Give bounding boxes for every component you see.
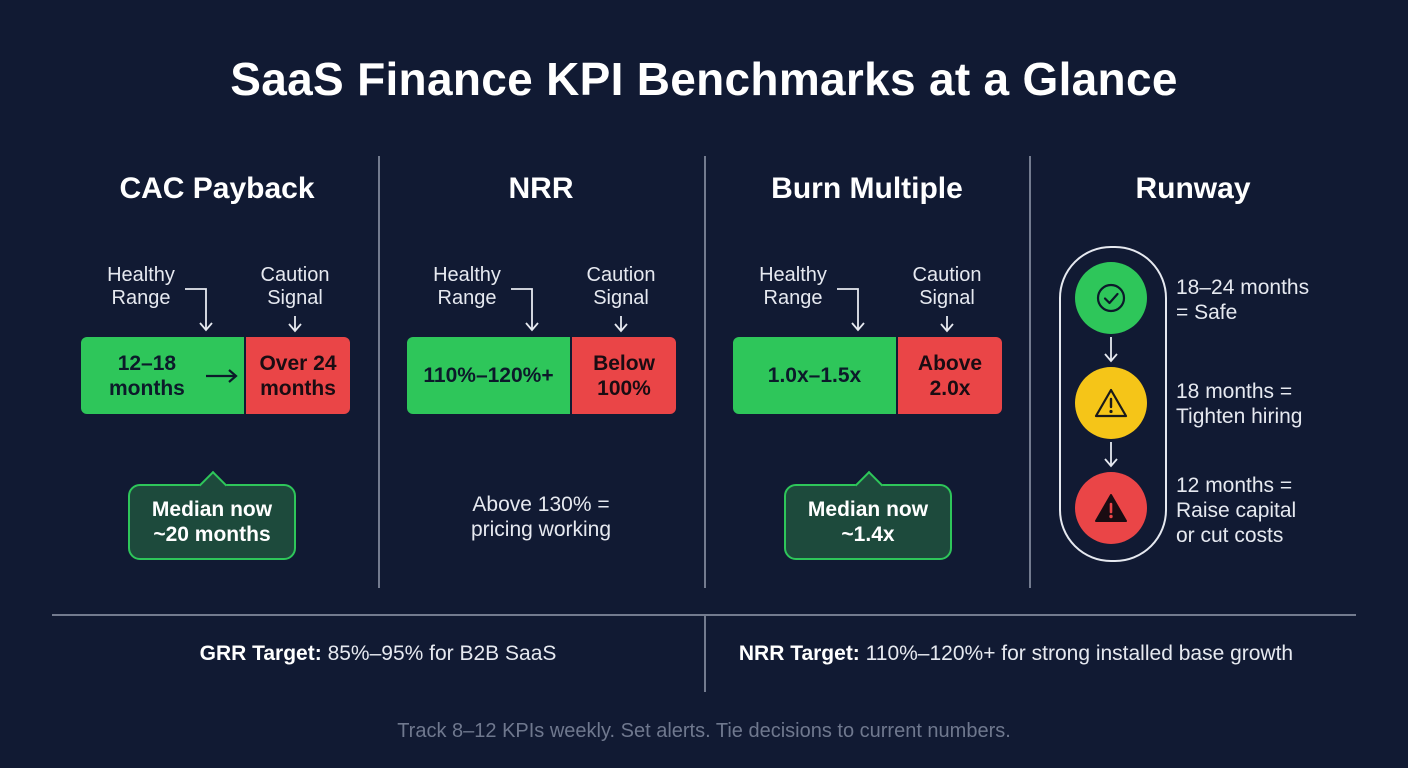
nrr-title: NRR <box>508 172 574 205</box>
healthy-range-label: Healthy Range <box>433 264 501 309</box>
cac-caution-signal-bar: Over 24 months <box>244 337 350 414</box>
burn-caution-signal-bar: Above 2.0x <box>896 337 1002 414</box>
column-divider <box>378 156 380 588</box>
alert-icon <box>1095 494 1127 522</box>
healthy-range-label: Healthy Range <box>107 264 175 309</box>
healthy-range-label: Healthy Range <box>759 264 827 309</box>
column-divider <box>704 156 706 588</box>
burn-multiple-title: Burn Multiple <box>771 172 963 205</box>
runway-safe-text: 18–24 months = Safe <box>1176 276 1310 324</box>
right-arrow-icon <box>206 369 238 383</box>
burn-healthy-range-bar: 1.0x–1.5x <box>733 337 896 414</box>
nrr-healthy-range-bar: 110%–120%+ <box>407 337 570 414</box>
cac-median-callout: Median now ~20 months <box>128 470 296 560</box>
page-title: SaaS Finance KPI Benchmarks at a Glance <box>230 53 1178 105</box>
cac-payback-title: CAC Payback <box>119 172 315 205</box>
caution-signal-label: Caution Signal <box>912 264 982 309</box>
caution-signal-label: Caution Signal <box>260 264 330 309</box>
nrr-target: NRR Target: 110%–120%+ for strong instal… <box>738 642 1294 665</box>
runway-caution-text: 18 months = Tighten hiring <box>1176 380 1303 428</box>
runway-traffic-light <box>1059 246 1167 562</box>
column-divider <box>1029 156 1031 588</box>
bottom-divider <box>704 616 706 692</box>
grr-target: GRR Target: 85%–95% for B2B SaaS <box>199 642 557 665</box>
section-divider <box>52 614 1356 616</box>
footer-note: Track 8–12 KPIs weekly. Set alerts. Tie … <box>397 720 1011 742</box>
caution-signal-label: Caution Signal <box>586 264 656 309</box>
runway-danger-text: 12 months = Raise capital or cut costs <box>1176 474 1297 547</box>
runway-safe-indicator <box>1075 262 1147 334</box>
check-icon <box>1096 283 1126 313</box>
nrr-pricing-note: Above 130% = pricing working <box>470 493 612 541</box>
burn-median-callout: Median now ~1.4x <box>784 470 952 560</box>
nrr-caution-signal-bar: Below 100% <box>570 337 676 414</box>
warning-icon <box>1094 388 1128 418</box>
runway-danger-indicator <box>1075 472 1147 544</box>
runway-caution-indicator <box>1075 367 1147 439</box>
runway-title: Runway <box>1135 172 1251 205</box>
